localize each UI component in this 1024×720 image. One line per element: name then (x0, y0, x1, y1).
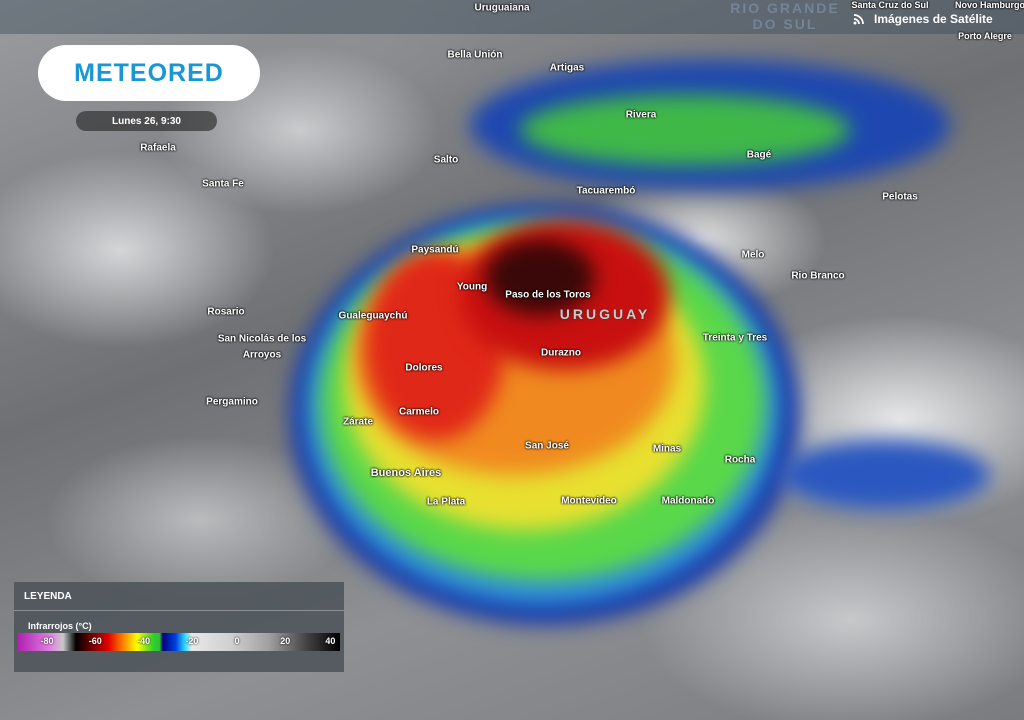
city-label: Artigas (549, 62, 585, 74)
city-label: Buenos Aires (370, 467, 442, 479)
scale-tick: -20 (185, 636, 199, 646)
city-label: Young (456, 281, 488, 293)
scale-tick: 40 (325, 636, 336, 646)
city-label: Santa Cruz do Sul (851, 0, 929, 10)
city-label: Uruguaiana (474, 2, 530, 14)
city-label: Maldonado (661, 495, 715, 507)
city-label: Rocha (724, 454, 756, 466)
scale-tick: -40 (137, 636, 151, 646)
north-band-green (520, 95, 850, 165)
city-label: Durazno (541, 347, 581, 359)
city-label: Paso de los Toros (505, 289, 591, 301)
city-label: Tacuarembó (576, 185, 636, 197)
product-label: Imágenes de Satélite (874, 12, 993, 26)
east-band-blue (780, 440, 990, 510)
city-label: Pergamino (206, 396, 258, 408)
city-label: Melo (741, 249, 765, 261)
city-label: Minas (652, 443, 682, 455)
city-label: Rio Branco (791, 270, 845, 282)
scale-tick: -60 (88, 636, 102, 646)
city-label: Arroyos (242, 349, 282, 361)
city-label: Carmelo (398, 406, 440, 418)
city-label: Rafaela (140, 142, 176, 154)
scale-tick: 20 (280, 636, 291, 646)
color-scale: -80 -60 -40 -20 0 20 40 (18, 633, 340, 651)
city-label: Montevideo (561, 495, 617, 507)
city-label: Porto Alegre (958, 31, 1012, 41)
city-label: Rosario (207, 306, 245, 318)
city-label: Bella Unión (447, 49, 503, 61)
city-label: San Nicolás de los (217, 333, 307, 345)
city-label: Treinta y Tres (702, 332, 768, 344)
meteored-logo[interactable]: METEORED (38, 45, 260, 101)
city-label: Paysandú (411, 244, 459, 256)
legend-panel: LEYENDA Infrarrojos (°C) -80 -60 -40 -20… (14, 582, 344, 672)
city-label: Dolores (405, 362, 443, 374)
product-title: Imágenes de Satélite (852, 12, 993, 26)
city-label: Zárate (342, 416, 374, 428)
city-label: Salto (433, 154, 459, 166)
region-label: RIO GRANDE DO SUL (730, 0, 840, 32)
city-label: Pelotas (882, 191, 918, 203)
scale-tick: 0 (234, 636, 240, 646)
city-label: Novo Hamburgo (954, 0, 1024, 10)
legend-title: LEYENDA (14, 582, 344, 611)
country-label: URUGUAY (559, 306, 651, 322)
top-bar (0, 0, 1024, 34)
wifi-signal-icon (853, 14, 864, 25)
city-label: Santa Fe (202, 178, 244, 190)
city-label: San José (525, 440, 569, 452)
storm-dark-core (485, 240, 595, 315)
city-label: Gualeguaychú (338, 310, 408, 322)
city-label: Rivera (625, 109, 657, 121)
scale-tick: -80 (40, 636, 54, 646)
datetime-badge: Lunes 26, 9:30 (76, 111, 217, 131)
city-label: Bagé (746, 149, 772, 161)
city-label: La Plata (426, 496, 466, 508)
legend-subtitle: Infrarrojos (°C) (28, 621, 92, 631)
